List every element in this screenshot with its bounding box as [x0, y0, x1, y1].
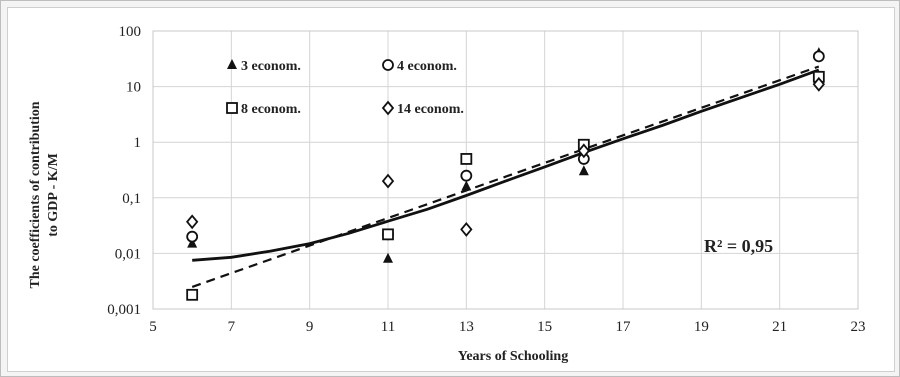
y-tick-label: 10: [126, 80, 141, 96]
y-tick-label: 0,01: [115, 246, 141, 262]
x-tick-label: 21: [772, 319, 787, 335]
legend-triangle-marker: [227, 59, 237, 69]
diamond-data-point: [812, 76, 826, 92]
circle-data-point: [460, 169, 473, 182]
x-tick-label: 19: [694, 319, 709, 335]
y-tick-label: 100: [119, 24, 142, 40]
square-data-point: [382, 228, 394, 241]
y-tick-label: 0,1: [122, 191, 141, 207]
triangle-data-point: [578, 165, 589, 176]
square-data-point: [186, 288, 199, 301]
square-data-point: [460, 153, 473, 165]
x-tick-label: 23: [851, 319, 866, 335]
dashed-trendline: [191, 65, 820, 288]
legend-label: 14 econom.: [397, 102, 464, 117]
x-tick-label: 5: [149, 319, 157, 335]
x-axis-label: Years of Schooling: [458, 349, 568, 364]
x-tick-label: 13: [459, 319, 474, 335]
triangle-data-point: [187, 237, 198, 248]
y-axis-label: The coefficients of contribution to GDP …: [28, 101, 61, 288]
diamond-data-point: [185, 214, 199, 230]
y-axis-label-line-2: to GDP - K/M: [46, 153, 61, 237]
trendlines: [191, 65, 820, 288]
y-axis-ticks: 0,001 0,01 0,1 1 10 100: [107, 24, 141, 318]
chart-area: [7, 7, 895, 372]
diamond-data-point: [381, 173, 395, 189]
y-axis-label-line-1: The coefficients of contribution: [28, 101, 43, 288]
legend-label: 8 econom.: [241, 102, 301, 117]
y-tick-label: 0,001: [107, 302, 141, 318]
y-tick-label: 1: [134, 135, 142, 151]
solid-trendline: [192, 68, 820, 262]
triangle-data-point: [383, 252, 393, 263]
x-tick-label: 9: [306, 319, 314, 335]
x-tick-label: 7: [228, 319, 236, 335]
legend: 3 econom. 4 econom. 8 econom. 14 econom.: [226, 59, 464, 117]
x-tick-label: 17: [616, 319, 632, 335]
legend-label: 3 econom.: [241, 59, 301, 74]
legend-circle-marker: [382, 59, 394, 71]
data-points: [185, 47, 826, 301]
x-tick-label: 15: [537, 319, 552, 335]
plot-border: [152, 30, 859, 310]
diamond-data-point: [460, 222, 473, 237]
triangle-data-point: [461, 180, 472, 191]
r-squared-annotation: R² = 0,95: [704, 236, 773, 256]
circle-data-point: [812, 50, 825, 63]
x-axis-ticks: 5 7 9 11 13 15 17 19 21 23: [149, 319, 865, 335]
x-tick-label: 11: [381, 319, 395, 335]
diamond-data-point: [577, 143, 591, 159]
legend-diamond-marker: [381, 100, 395, 116]
legend-label: 4 econom.: [397, 59, 457, 74]
legend-square-marker: [226, 102, 238, 114]
circle-data-point: [186, 230, 199, 243]
